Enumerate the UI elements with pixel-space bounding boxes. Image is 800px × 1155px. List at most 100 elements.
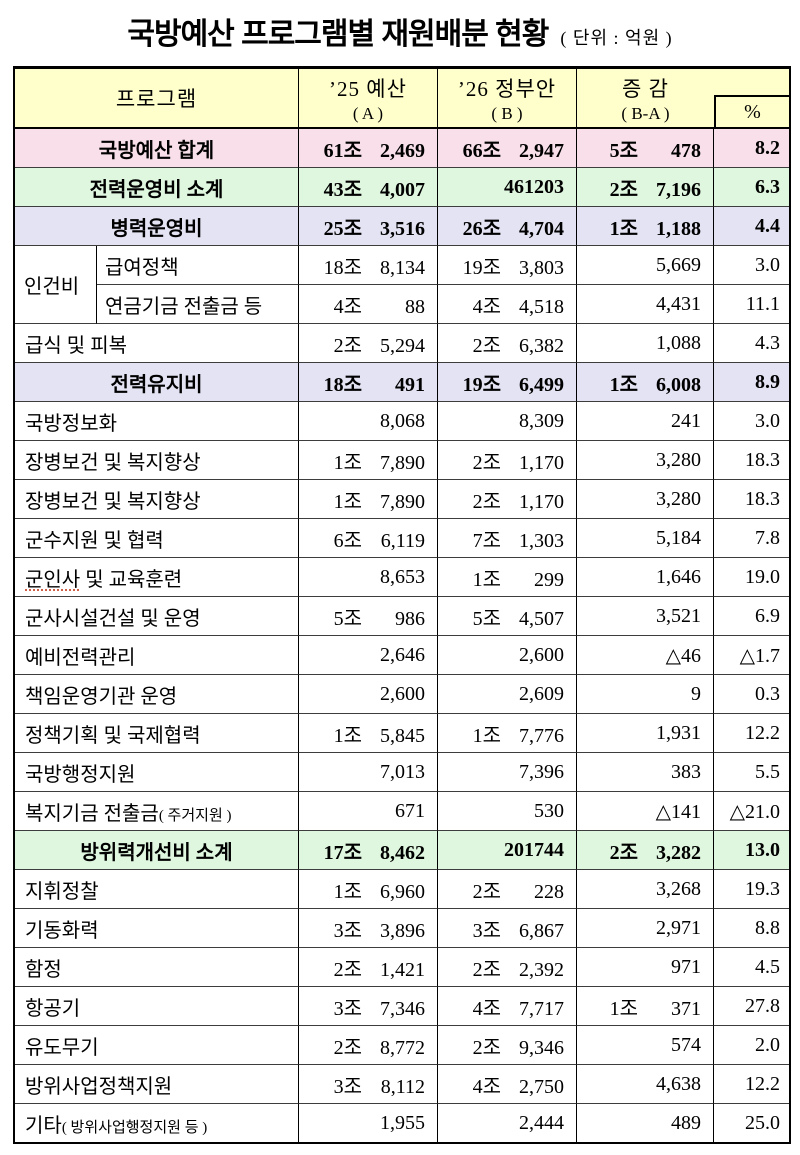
remainder-part: 3,803 — [519, 256, 564, 279]
budget-25-cell: 61조 2,469 — [299, 129, 438, 168]
remainder-part: 3,280 — [656, 487, 701, 510]
program-label: 예비전력관리 — [25, 646, 136, 669]
trillion-part: 2조 — [609, 178, 638, 201]
remainder-part: 7,013 — [380, 760, 425, 783]
delta-cell: 2조 3,282 — [577, 831, 714, 870]
delta-cell: 1조 371 — [577, 987, 714, 1026]
program-label: 방위력개선비 소계 — [80, 841, 233, 864]
percent-cell: △21.0 — [714, 792, 789, 831]
trillion-part: 19조 — [462, 256, 501, 279]
percent-cell: 3.0 — [714, 246, 789, 285]
remainder-part: 5,294 — [380, 334, 425, 357]
remainder-part: 4,518 — [519, 295, 564, 318]
percent-cell: 18.3 — [714, 480, 789, 519]
remainder-part: 5,184 — [656, 526, 701, 549]
percent-cell: 0.3 — [714, 675, 789, 714]
remainder-part: 2,646 — [380, 643, 425, 666]
budget-26-cell: 19조 6,499 — [438, 363, 577, 402]
budget-25-cell: 1조 7,890 — [299, 441, 438, 480]
program-cell: 군수지원 및 협력 — [15, 519, 299, 558]
trillion-part: 5조 — [472, 607, 501, 630]
program-cell: 급여정책 — [97, 246, 299, 285]
remainder-part: 1,955 — [380, 1111, 425, 1134]
delta-cell: 1,088 — [577, 324, 714, 363]
remainder-part: 8,653 — [380, 565, 425, 588]
budget-25-cell: 3조 8,112 — [299, 1065, 438, 1104]
remainder-part: 4,431 — [656, 292, 701, 315]
trillion-part: 3조 — [472, 919, 501, 942]
program-label: 군인사 — [25, 568, 81, 591]
budget-25-cell: 1조 7,890 — [299, 480, 438, 519]
delta-cell: 3,280 — [577, 480, 714, 519]
trillion-part: 1조 — [333, 451, 362, 474]
program-cell: 방위력개선비 소계 — [15, 831, 299, 870]
program-cell: 장병보건 및 복지향상 — [15, 441, 299, 480]
remainder-part: 7,890 — [380, 490, 425, 513]
table-row: 책임운영기관 운영 2,600 2,609 9 0.3 — [15, 675, 789, 714]
trillion-part: 3조 — [333, 919, 362, 942]
remainder-part: △46 — [665, 644, 701, 667]
remainder-part: 3,280 — [656, 448, 701, 471]
remainder-part: 88 — [405, 295, 425, 318]
program-label: 항공기 — [25, 997, 81, 1020]
col-header-budget-25: ’25 예산 ( A ) — [299, 69, 438, 129]
remainder-part: 7,346 — [380, 997, 425, 1020]
budget-25-cell: 6조 6,119 — [299, 519, 438, 558]
col-header-delta: 증 감 ( B-A ) — [577, 69, 714, 129]
trillion-part: 2조 — [609, 841, 638, 864]
remainder-part: 3,282 — [656, 841, 701, 864]
budget-26-cell: 2조 1,170 — [438, 480, 577, 519]
remainder-part: 3,516 — [380, 217, 425, 240]
remainder-part: 2,600 — [380, 682, 425, 705]
program-label: 군수지원 및 협력 — [25, 529, 164, 552]
percent-cell: 4.4 — [714, 207, 789, 246]
trillion-part: 1조 — [333, 490, 362, 513]
remainder-part: 2,750 — [519, 1075, 564, 1098]
trillion-part: 2조 — [472, 490, 501, 513]
delta-cell: 3,521 — [577, 597, 714, 636]
trillion-part: 2조 — [333, 1036, 362, 1059]
remainder-part: 4,507 — [519, 607, 564, 630]
program-cell: 군사시설건설 및 운영 — [15, 597, 299, 636]
page-title: 국방예산 프로그램별 재원배분 현황 — [127, 18, 549, 51]
trillion-part: 26조 — [462, 217, 501, 240]
program-cell: 함정 — [15, 948, 299, 987]
trillion-part: 17조 — [323, 841, 362, 864]
budget-25-cell: 17조 8,462 — [299, 831, 438, 870]
delta-cell: 2조 7,196 — [577, 168, 714, 207]
remainder-part: 478 — [671, 139, 701, 162]
remainder-part: 3,521 — [656, 604, 701, 627]
remainder-part: 5,669 — [656, 253, 701, 276]
budget-25-cell: 1조 6,960 — [299, 870, 438, 909]
program-cell: 국방예산 합계 — [15, 129, 299, 168]
percent-cell: 6.3 — [714, 168, 789, 207]
remainder-part: 9 — [691, 682, 701, 705]
program-label: 책임운영기관 운영 — [25, 685, 178, 708]
trillion-part: 18조 — [323, 373, 362, 396]
budget-26-cell: 2,444 — [438, 1104, 577, 1142]
remainder-part: 3,268 — [656, 877, 701, 900]
percent-cell: 2.0 — [714, 1026, 789, 1065]
budget-25-cell: 18조 491 — [299, 363, 438, 402]
program-cell: 급식 및 피복 — [15, 324, 299, 363]
program-label: 기동화력 — [25, 919, 99, 942]
percent-cell: 6.9 — [714, 597, 789, 636]
remainder-part: 2,971 — [656, 916, 701, 939]
percent-cell: 8.9 — [714, 363, 789, 402]
budget-25-cell: 5조 986 — [299, 597, 438, 636]
remainder-part: 1,188 — [656, 217, 701, 240]
table-row: 예비전력관리 2,646 2,600 △46 △1.7 — [15, 636, 789, 675]
budget-26-cell: 2조 228 — [438, 870, 577, 909]
program-label: 정책기획 및 국제협력 — [25, 724, 201, 747]
trillion-part: 1조 — [609, 373, 638, 396]
delta-cell: 1조 6,008 — [577, 363, 714, 402]
program-label: 국방예산 합계 — [98, 139, 215, 162]
remainder-part: 4,704 — [519, 217, 564, 240]
trillion-part: 3조 — [333, 1075, 362, 1098]
table-row: 국방행정지원 7,013 7,396 383 5.5 — [15, 753, 789, 792]
remainder-part: 8,772 — [380, 1036, 425, 1059]
remainder-part: 2,600 — [519, 643, 564, 666]
remainder-part: 6,119 — [380, 529, 425, 552]
percent-cell: 19.0 — [714, 558, 789, 597]
program-cell: 항공기 — [15, 987, 299, 1026]
